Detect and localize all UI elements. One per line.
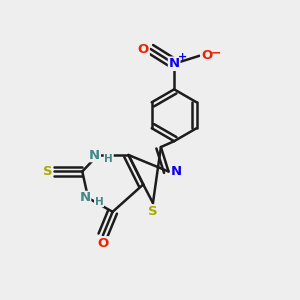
- Text: O: O: [138, 43, 149, 56]
- Text: N: N: [171, 165, 182, 178]
- Text: O: O: [97, 237, 109, 250]
- Text: S: S: [148, 206, 158, 218]
- Text: O: O: [201, 49, 212, 62]
- Text: +: +: [178, 52, 187, 62]
- Text: N: N: [169, 57, 180, 70]
- Text: N: N: [89, 148, 100, 161]
- Text: S: S: [43, 165, 52, 178]
- Text: −: −: [211, 47, 221, 60]
- Text: N: N: [80, 191, 91, 205]
- Text: H: H: [104, 154, 113, 164]
- Text: H: H: [94, 196, 103, 206]
